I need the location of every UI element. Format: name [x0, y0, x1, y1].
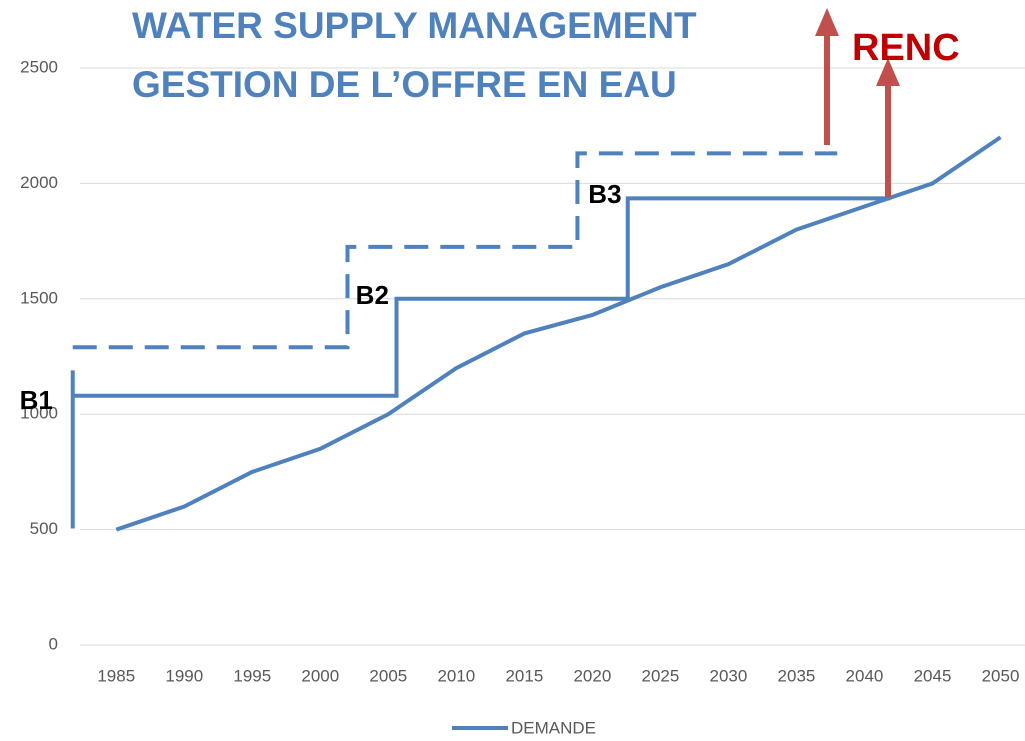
- x-tick-label: 1995: [233, 666, 271, 685]
- annotation: B3: [588, 179, 621, 209]
- arrow-head: [815, 8, 839, 36]
- x-tick-label: 1985: [97, 666, 135, 685]
- x-tick-label: 2040: [846, 666, 884, 685]
- annotation: B1: [20, 385, 53, 415]
- x-tick-label: 2005: [369, 666, 407, 685]
- x-tick-label: 2010: [437, 666, 475, 685]
- y-tick-label: 0: [49, 634, 58, 653]
- x-tick-label: 1990: [165, 666, 203, 685]
- x-tick-label: 2015: [505, 666, 543, 685]
- y-tick-label: 1500: [20, 288, 58, 307]
- series-line: [70, 196, 891, 529]
- series-line: [115, 135, 1002, 532]
- renc-arrows: [815, 8, 900, 197]
- x-tick-label: 2050: [982, 666, 1020, 685]
- plot-area: 0 500 1000 1500 2000 2500 1985 1990 1995 2000 2005…: [20, 57, 1025, 737]
- x-tick-label: 2045: [914, 666, 952, 685]
- legend-label: DEMANDE: [511, 718, 596, 737]
- y-tick-label: 2500: [20, 57, 58, 76]
- y-tick-label: 1000: [20, 404, 58, 423]
- x-tick-label: 2035: [778, 666, 816, 685]
- annotation: RENC: [852, 27, 960, 69]
- x-tick-label: 2020: [573, 666, 611, 685]
- annotation: B2: [356, 280, 389, 310]
- x-tick-label: 2025: [641, 666, 679, 685]
- chart-title: WATER SUPPLY MANAGEMENT: [132, 5, 697, 46]
- x-tick-label: 2030: [710, 666, 748, 685]
- y-tick-label: 500: [30, 519, 58, 538]
- chart-title: GESTION DE L’OFFRE EN EAU: [132, 64, 677, 105]
- arrow-head: [876, 58, 900, 86]
- x-tick-label: 2000: [301, 666, 339, 685]
- y-tick-label: 2000: [20, 173, 58, 192]
- series-line: [72, 151, 838, 350]
